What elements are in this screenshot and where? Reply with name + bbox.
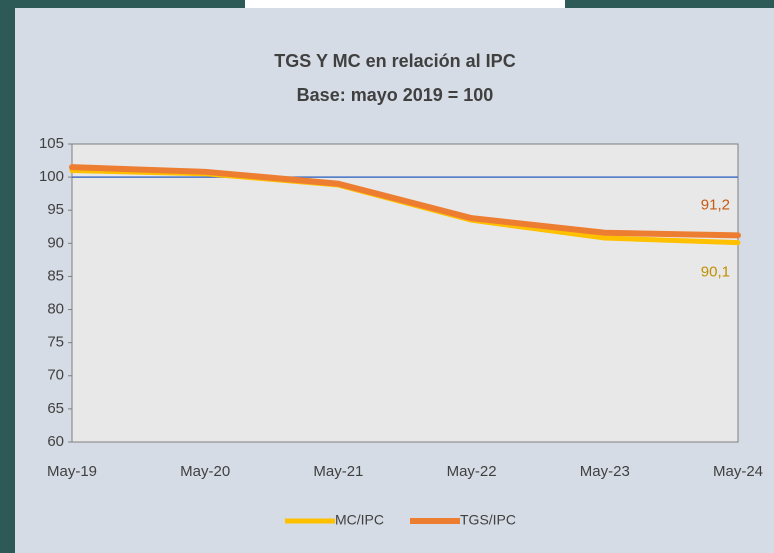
y-tick-label: 80 — [47, 301, 64, 318]
y-tick-label: 70 — [47, 367, 64, 384]
plot-area — [71, 143, 739, 443]
y-tick-label: 60 — [47, 433, 64, 450]
data-label: 90,1 — [701, 264, 730, 281]
y-tick-label: 85 — [47, 267, 64, 284]
y-tick-label: 65 — [47, 400, 64, 417]
x-tick-label: May-19 — [47, 463, 97, 480]
x-tick-label: May-23 — [580, 463, 630, 480]
data-label: 91,2 — [701, 196, 730, 213]
x-tick-label: May-21 — [313, 463, 363, 480]
series-line — [69, 164, 741, 239]
top-bar — [245, 0, 565, 8]
chart-title: TGS Y MC en relación al IPC — [274, 51, 515, 71]
y-tick-label: 90 — [47, 234, 64, 251]
x-tick-label: May-22 — [447, 463, 497, 480]
x-tick-label: May-20 — [180, 463, 230, 480]
y-tick-label: 100 — [39, 168, 64, 185]
y-tick-label: 75 — [47, 334, 64, 351]
y-tick-label: 105 — [39, 135, 64, 152]
x-tick-label: May-24 — [713, 463, 763, 480]
chart-subtitle: Base: mayo 2019 = 100 — [297, 85, 494, 105]
legend-label: TGS/IPC — [460, 512, 516, 528]
y-tick-label: 95 — [47, 201, 64, 218]
legend-label: MC/IPC — [335, 512, 384, 528]
